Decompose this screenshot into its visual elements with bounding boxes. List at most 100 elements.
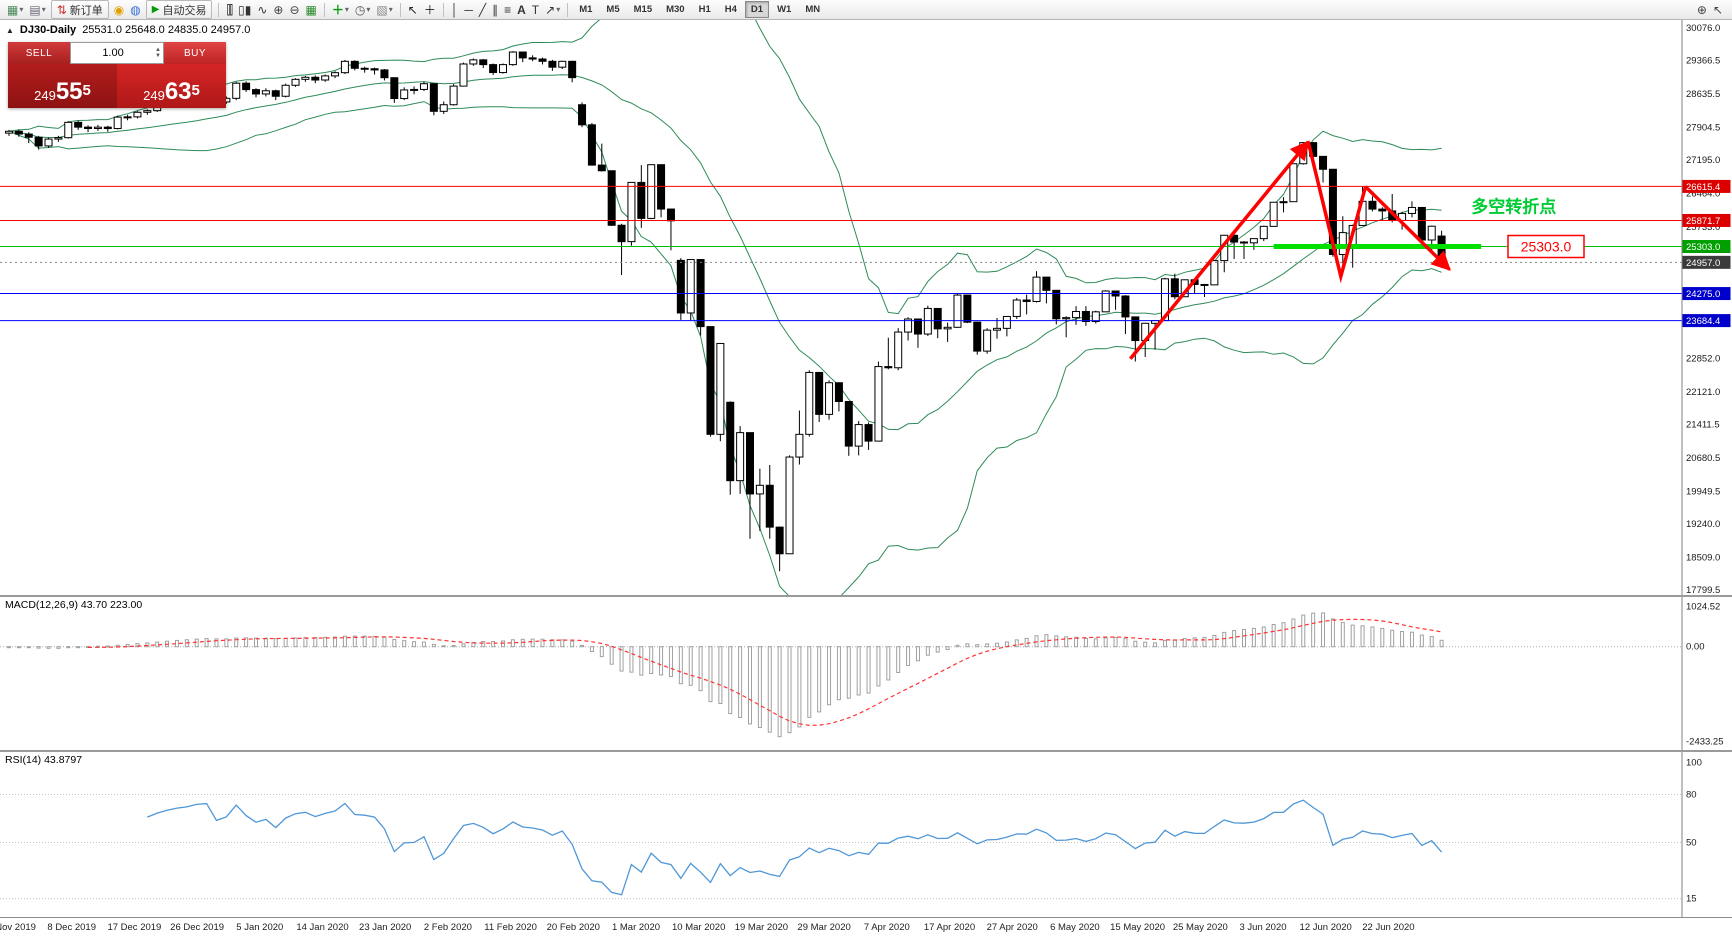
sell-price[interactable]: 249 55 5 [8, 64, 117, 108]
timeframe-m30[interactable]: M30 [666, 4, 685, 15]
new-order-label: 新订单 [69, 4, 103, 17]
macd-histogram [7, 612, 1444, 738]
svg-text:28635.5: 28635.5 [1686, 89, 1720, 100]
new-order-button[interactable]: ⇅ 新订单 [50, 0, 109, 19]
buy-button[interactable]: BUY [164, 42, 226, 64]
price-tag-text: 25303.0 [1521, 239, 1572, 255]
price-badge: 25871.7 [1682, 213, 1731, 227]
news-icon[interactable]: ◍ [130, 2, 141, 17]
horizontal-lines [0, 185, 1682, 322]
svg-text:19240.0: 19240.0 [1686, 519, 1720, 530]
price-axis: 30076.0 29366.5 28635.5 27904.5 27195.0 26464… [1686, 23, 1720, 595]
chart-ohlc: 25531.0 25648.0 24835.0 24957.0 [82, 24, 251, 36]
turning-point-text: 多空转折点 [1471, 197, 1556, 217]
rsi-panel: 100 80 50 15 RSI(14) 43.8797 [0, 750, 1732, 917]
svg-text:25733.0: 25733.0 [1686, 222, 1720, 233]
auto-trading-button[interactable]: ▶ 自动交易 [145, 0, 213, 19]
svg-text:25871.7: 25871.7 [1686, 216, 1720, 227]
arrows-tool-icon[interactable]: ↗ ▾ [545, 2, 561, 17]
cursor-icon[interactable]: ↖ [407, 2, 418, 17]
svg-text:22852.0: 22852.0 [1686, 354, 1720, 365]
horizontal-line-icon[interactable]: ─ [464, 2, 473, 17]
bar-chart-type-icon[interactable]: ⫿⫿ [226, 2, 233, 17]
templates-icon[interactable]: ▧ ▾ [376, 2, 393, 17]
alerts-icon[interactable]: ◉ [113, 2, 125, 17]
rsi-label: RSI(14) 43.8797 [5, 754, 83, 766]
date-label: 17 Dec 2019 [107, 922, 162, 933]
timeframe-w1[interactable]: W1 [777, 4, 792, 15]
svg-text:17799.5: 17799.5 [1686, 585, 1720, 595]
chart-marker-icon[interactable]: ▲ [6, 25, 14, 35]
rsi-canvas[interactable]: 100 80 50 15 [0, 752, 1732, 917]
price-tag-box[interactable] [1507, 234, 1585, 259]
date-label: 28 Nov 2019 [0, 922, 36, 933]
timeframe-mn[interactable]: MN [805, 4, 821, 15]
date-label: 5 Jan 2020 [236, 922, 284, 933]
sell-button[interactable]: SELL [8, 42, 70, 64]
vertical-line-icon[interactable]: │ [450, 2, 459, 17]
search-icon[interactable]: ⊕ [1696, 2, 1707, 17]
date-label: 22 Jun 2020 [1362, 922, 1415, 933]
fibonacci-icon[interactable]: ≡ [504, 2, 512, 17]
chart-title: DJ30-Daily [19, 24, 77, 36]
date-label: 17 Apr 2020 [923, 922, 976, 933]
macd-panel: 1024.52 0.00 -2433.25 MACD(12,26,9) 43.70 … [0, 595, 1732, 750]
profiles-icon[interactable]: ▤ ▾ [29, 2, 46, 17]
svg-text:26615.4: 26615.4 [1686, 182, 1720, 193]
svg-text:21411.5: 21411.5 [1686, 420, 1720, 431]
svg-text:1024.52: 1024.52 [1686, 602, 1720, 613]
svg-text:24275.0: 24275.0 [1686, 289, 1720, 300]
svg-text:25303.0: 25303.0 [1686, 242, 1720, 253]
date-label: 2 Feb 2020 [423, 922, 472, 933]
timeframe-m1[interactable]: M1 [579, 4, 593, 15]
pointer-icon[interactable]: ↖ [1712, 2, 1723, 17]
date-label: 6 May 2020 [1050, 922, 1100, 933]
svg-text:30076.0: 30076.0 [1686, 23, 1720, 34]
date-label: 14 Jan 2020 [296, 922, 349, 933]
volume-input[interactable] [71, 46, 156, 60]
date-label: 12 Jun 2020 [1299, 922, 1352, 933]
text-tool-icon[interactable]: A [517, 2, 526, 17]
volume-stepper[interactable]: ▲ ▼ [155, 47, 161, 59]
channel-icon[interactable]: ∥ [492, 2, 499, 17]
date-axis[interactable]: 28 Nov 2019 8 Dec 2019 17 Dec 2019 26 Dec 2… [0, 917, 1732, 939]
date-label: 26 Dec 2019 [170, 922, 225, 933]
timeframe-d1[interactable]: D1 [744, 1, 770, 18]
price-badge: 26615.4 [1682, 179, 1731, 193]
date-label: 23 Jan 2020 [359, 922, 412, 933]
date-label: 10 Mar 2020 [672, 922, 726, 933]
svg-text:23684.4: 23684.4 [1686, 316, 1720, 327]
date-label: 3 Jun 2020 [1239, 922, 1287, 933]
timeframe-m15[interactable]: M15 [633, 4, 653, 15]
volume-field[interactable]: ▲▼ [70, 42, 164, 64]
date-label: 1 Mar 2020 [611, 922, 661, 933]
timeframe-h1[interactable]: H1 [698, 4, 711, 15]
zoom-in-icon[interactable]: ⊕ [273, 2, 284, 17]
trend-arrows[interactable] [1129, 140, 1451, 360]
text-label-icon[interactable]: T [531, 2, 540, 17]
period-icon[interactable]: ◷ ▾ [354, 2, 371, 17]
date-label: 15 May 2020 [1110, 922, 1166, 933]
trendline-icon[interactable]: ╱ [478, 2, 487, 17]
new-chart-icon[interactable]: ▦ ▾ [7, 2, 24, 17]
rsi-line [147, 799, 1443, 896]
timeframe-h4[interactable]: H4 [724, 4, 737, 15]
svg-text:-2433.25: -2433.25 [1686, 737, 1724, 748]
svg-text:80: 80 [1686, 789, 1697, 800]
indicators-icon[interactable]: ＋ ▾ [331, 2, 349, 17]
timeframe-m5[interactable]: M5 [606, 4, 620, 15]
svg-text:50: 50 [1686, 838, 1697, 849]
price-chart-canvas[interactable]: 多空转折点 25303.0 30076.0 29366.5 28635.5 27904.5… [0, 20, 1732, 595]
candlestick-chart-type-icon[interactable]: ▯▮ [238, 2, 252, 17]
crosshair-icon[interactable]: ＋ [423, 2, 436, 17]
macd-canvas[interactable]: 1024.52 0.00 -2433.25 [0, 597, 1732, 750]
svg-text:26464.0: 26464.0 [1686, 188, 1720, 199]
price-badge: 25303.0 [1682, 240, 1731, 254]
play-icon: ▶ [151, 3, 160, 15]
zoom-out-icon[interactable]: ⊖ [289, 2, 300, 17]
buy-price[interactable]: 249 63 5 [117, 64, 226, 108]
line-chart-type-icon[interactable]: ∿ [257, 2, 268, 17]
tile-windows-icon[interactable]: ▦ [305, 2, 317, 17]
chart-title-row: ▲ DJ30-Daily 25531.0 25648.0 24835.0 249… [6, 24, 250, 36]
